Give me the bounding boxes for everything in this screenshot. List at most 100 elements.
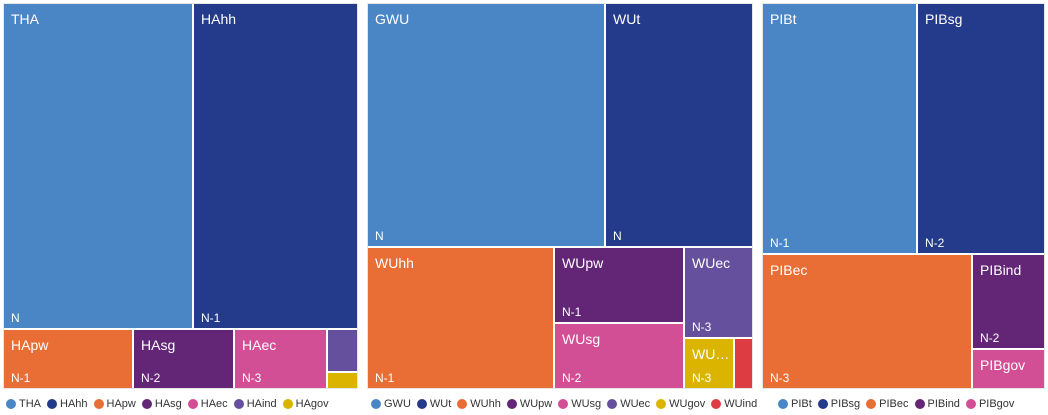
legend-label: PIBsg (830, 398, 861, 410)
cell-label: THA (11, 11, 39, 27)
treemap-cell-wugov[interactable]: WU… N-3 (684, 338, 734, 389)
cell-label: WUt (613, 11, 641, 27)
legend-item-pibgov[interactable]: PIBgov (965, 398, 1015, 410)
cell-group: N-1 (11, 371, 31, 385)
cell-group: N-3 (242, 371, 262, 385)
legend-label: HApw (106, 398, 136, 410)
treemap-cell-tha[interactable]: THA N (3, 3, 193, 329)
legend-item-hapw[interactable]: HApw (93, 398, 136, 410)
legend-label: PIBec (879, 398, 909, 410)
treemap-cell-pibsg[interactable]: PIBsg N-2 (917, 3, 1045, 254)
treemap-cell-pibind[interactable]: PIBind N-2 (972, 254, 1045, 349)
treemap-cell-pibgov[interactable]: PIBgov (972, 349, 1045, 389)
legend-label: WUsg (571, 398, 602, 410)
legend-dot-icon (282, 399, 293, 409)
legend-item-wuind[interactable]: WUind (711, 398, 757, 410)
treemap-cell-gwu[interactable]: GWU N (367, 3, 605, 247)
treemap-cell-wupw[interactable]: WUpw N-1 (554, 247, 684, 323)
legend-label: HAsg (154, 398, 182, 410)
treemap-cell-hahh[interactable]: HAhh N-1 (193, 3, 358, 329)
legend-item-hahh[interactable]: HAhh (47, 398, 88, 410)
legend-label: PIBind (927, 398, 960, 410)
treemap-cell-pibt[interactable]: PIBt N-1 (762, 3, 917, 254)
cell-label: HAsg (141, 337, 176, 353)
legend-dot-icon (416, 399, 427, 409)
treemap-cell-hagov[interactable] (327, 372, 358, 389)
legend-item-hagov[interactable]: HAgov (282, 398, 329, 410)
treemap-cell-wusg[interactable]: WUsg N-2 (554, 323, 684, 389)
cell-group: N-3 (770, 371, 790, 385)
legend-item-pibind[interactable]: PIBind (914, 398, 960, 410)
legend-label: WUt (429, 398, 452, 410)
legend-dot-icon (371, 399, 381, 409)
legend-label: GWU (384, 398, 411, 410)
treemap-cell-hapw[interactable]: HApw N-1 (3, 329, 133, 389)
cell-group: N-2 (562, 371, 582, 385)
legend-item-hasg[interactable]: HAsg (141, 398, 182, 410)
legend-label: PIBt (791, 398, 812, 410)
legend-dot-icon (607, 399, 618, 409)
cell-label: WU… (692, 346, 730, 362)
legend-label: HAec (200, 398, 228, 410)
cell-label: PIBsg (925, 11, 963, 27)
treemap-panel-ha: THA N HAhh N-1 HApw N-1 HAsg N-2 HAec N-… (3, 3, 358, 389)
legend-pib: PIBt PIBsg PIBec PIBind PIBgov (778, 396, 1014, 412)
legend-label: WUgov (669, 398, 706, 410)
legend-dot-icon (711, 399, 722, 409)
legend-label: WUind (724, 398, 758, 410)
treemap-cell-wuec[interactable]: WUec N-3 (684, 247, 753, 338)
cell-label: HApw (11, 337, 49, 353)
cell-label: PIBt (770, 11, 797, 27)
treemap-cell-wuhh[interactable]: WUhh N-1 (367, 247, 554, 389)
cell-group: N-1 (562, 305, 582, 319)
legend-label: WUec (620, 398, 651, 410)
cell-label: HAec (242, 337, 277, 353)
legend-item-wugov[interactable]: WUgov (656, 398, 705, 410)
legend-label: WUpw (519, 398, 553, 410)
legend-label: THA (19, 398, 41, 410)
legend-dot-icon (6, 399, 16, 409)
treemap-cell-haind[interactable] (327, 329, 358, 372)
treemap-panel-wu: GWU N WUt N WUhh N-1 WUpw N-1 WUsg N-2 W… (367, 3, 753, 389)
legend-item-wuec[interactable]: WUec (607, 398, 650, 410)
cell-group: N-2 (980, 331, 1000, 345)
legend-item-wuhh[interactable]: WUhh (457, 398, 501, 410)
cell-group: N-2 (925, 236, 945, 250)
cell-group: N-3 (692, 320, 712, 334)
cell-label: GWU (375, 11, 410, 27)
legend-item-pibt[interactable]: PIBt (778, 398, 812, 410)
legend-dot-icon (233, 399, 244, 409)
treemap-cell-pibec[interactable]: PIBec N-3 (762, 254, 972, 389)
legend-dot-icon (93, 399, 104, 409)
legend-dot-icon (506, 399, 517, 409)
treemap-cell-wut[interactable]: WUt N (605, 3, 753, 247)
cell-group: N-1 (770, 236, 790, 250)
treemap-panel-pib: PIBt N-1 PIBsg N-2 PIBec N-3 PIBind N-2 … (762, 3, 1045, 389)
legend-item-haec[interactable]: HAec (187, 398, 228, 410)
legend-item-wusg[interactable]: WUsg (558, 398, 601, 410)
legend-label: HAhh (60, 398, 88, 410)
cell-label: WUec (692, 255, 731, 271)
legend-ha: THA HAhh HApw HAsg HAec HAind HAgov (6, 396, 329, 412)
legend-item-pibsg[interactable]: PIBsg (817, 398, 861, 410)
legend-item-gwu[interactable]: GWU (371, 398, 411, 410)
legend-dot-icon (817, 399, 828, 409)
cell-group: N-1 (201, 311, 221, 325)
cell-group: N (613, 229, 622, 243)
cell-group: N-1 (375, 371, 395, 385)
treemap-cell-hasg[interactable]: HAsg N-2 (133, 329, 234, 389)
legend-dot-icon (457, 399, 468, 409)
legend-item-pibec[interactable]: PIBec (866, 398, 909, 410)
legend-dot-icon (778, 399, 788, 409)
legend-item-haind[interactable]: HAind (233, 398, 277, 410)
legend-label: PIBgov (978, 398, 1015, 410)
legend-item-wut[interactable]: WUt (416, 398, 452, 410)
cell-label: WUpw (562, 255, 604, 271)
treemap-cell-haec[interactable]: HAec N-3 (234, 329, 327, 389)
cell-label: PIBec (770, 262, 808, 278)
cell-label: WUhh (375, 255, 414, 271)
cell-group: N (375, 229, 384, 243)
legend-item-wupw[interactable]: WUpw (506, 398, 553, 410)
treemap-cell-wuind[interactable] (734, 338, 753, 389)
legend-item-tha[interactable]: THA (6, 398, 41, 410)
